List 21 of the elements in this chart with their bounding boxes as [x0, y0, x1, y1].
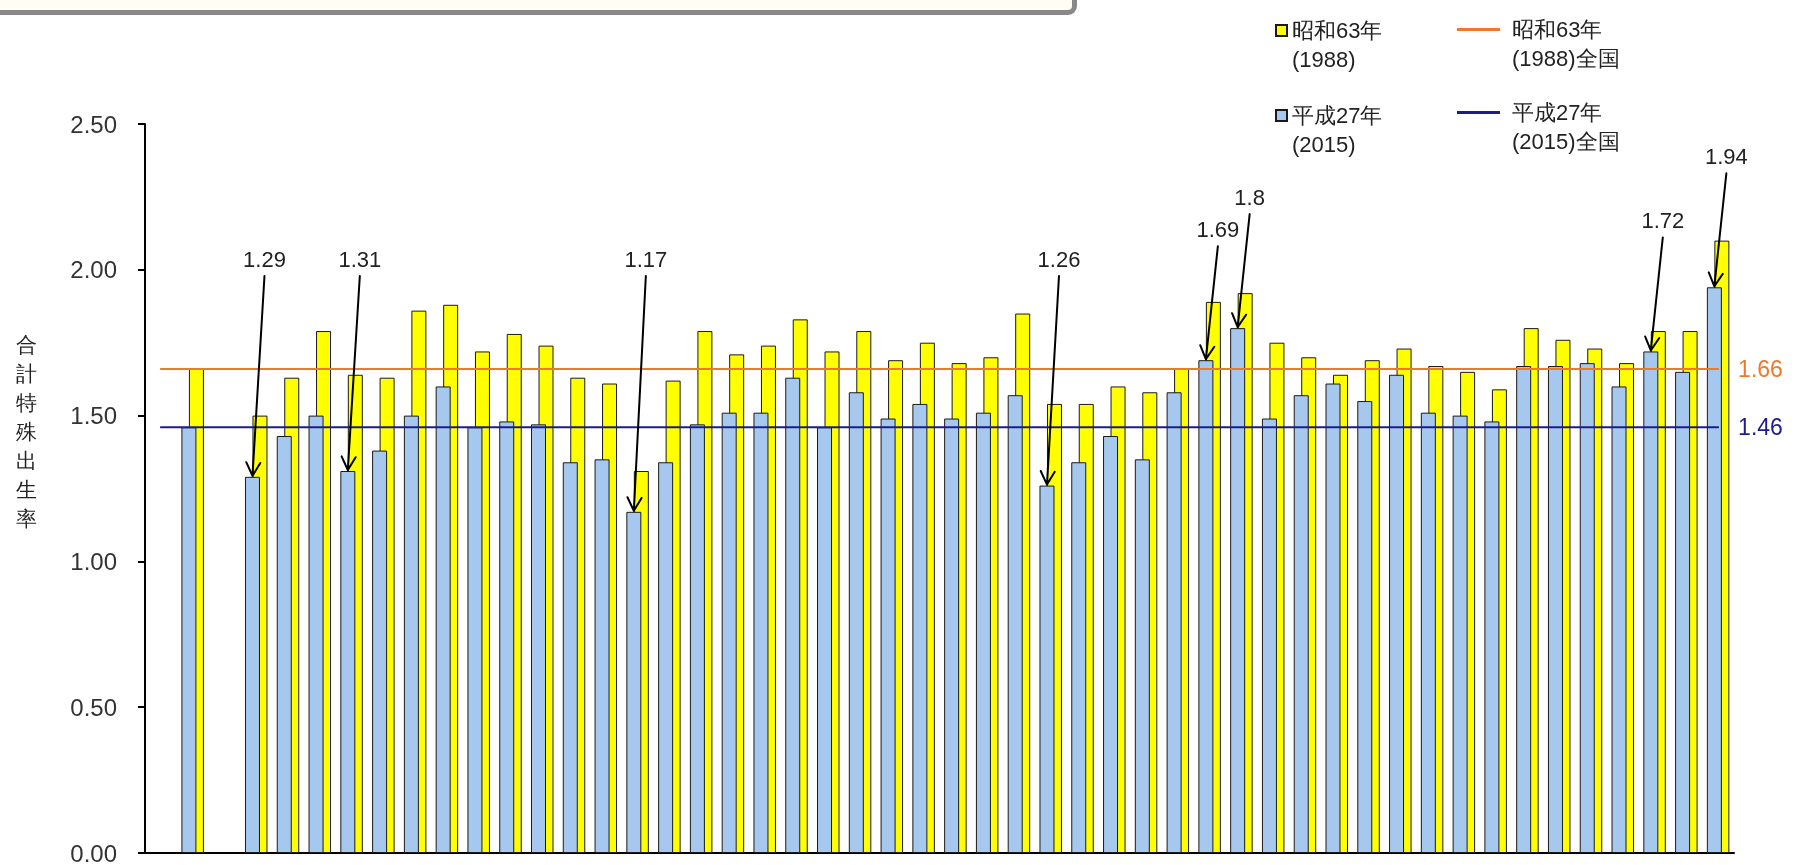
legend-label: 平成27年 (2015)	[1292, 103, 1383, 157]
y-tick-label: 0.00	[70, 839, 117, 865]
y-tick-label: 2.50	[70, 110, 117, 138]
data-label: 1.66	[1738, 355, 1783, 382]
y-tick-label: 1.50	[70, 402, 117, 430]
y-axis-title: 合計特殊出生率	[16, 333, 37, 530]
y-tick-label: 1.00	[70, 547, 117, 575]
legend-label: 昭和63年 (1988)全国	[1512, 17, 1620, 71]
data-label: 1.31	[338, 246, 382, 272]
data-label: 1.26	[1037, 246, 1081, 272]
data-label: 1.46	[1738, 414, 1783, 441]
data-label: 1.29	[243, 246, 286, 272]
data-label: 1.17	[624, 246, 668, 272]
data-label: 1.69	[1196, 216, 1240, 242]
data-label: 1.8	[1234, 184, 1265, 210]
data-label: 1.94	[1704, 143, 1748, 169]
y-tick-label: 0.50	[70, 693, 117, 721]
legend-label: 昭和63年 (1988)	[1292, 18, 1383, 72]
legend-label: 平成27年 (2015)全国	[1512, 100, 1620, 154]
data-label: 1.72	[1641, 207, 1685, 233]
y-tick-label: 2.00	[70, 256, 117, 284]
